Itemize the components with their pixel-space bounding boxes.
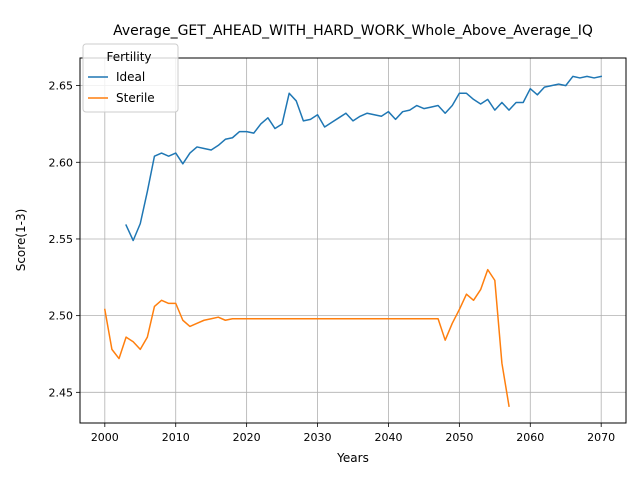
grid <box>80 58 626 423</box>
x-tick-label: 2000 <box>91 431 119 444</box>
legend-label-sterile: Sterile <box>116 91 155 105</box>
x-tick-label: 2010 <box>162 431 190 444</box>
y-tick-label: 2.45 <box>49 386 74 399</box>
chart-title: Average_GET_AHEAD_WITH_HARD_WORK_Whole_A… <box>113 23 593 39</box>
ticks: 2000 2010 2020 2030 2040 2050 2060 2070 2.45 2.50… <box>49 80 616 444</box>
plot-area <box>80 58 626 423</box>
x-tick-label: 2030 <box>304 431 332 444</box>
y-tick-label: 2.55 <box>49 233 74 246</box>
y-tick-label: 2.60 <box>49 156 74 169</box>
x-tick-label: 2070 <box>587 431 615 444</box>
legend: Fertility Ideal Sterile <box>82 43 179 113</box>
x-tick-label: 2060 <box>516 431 544 444</box>
plot-frame <box>79 57 627 424</box>
legend-box <box>82 43 179 113</box>
x-tick-label: 2040 <box>374 431 402 444</box>
series-line-sterile <box>103 268 510 407</box>
y-tick-label: 2.50 <box>49 310 74 323</box>
y-tick-label: 2.65 <box>49 80 74 93</box>
series-line-ideal <box>125 75 603 242</box>
x-tick-label: 2020 <box>233 431 261 444</box>
legend-title: Fertility <box>106 50 151 64</box>
y-axis-label: Score(1-3) <box>14 209 28 272</box>
x-axis-label: Years <box>336 451 369 465</box>
legend-label-ideal: Ideal <box>116 70 145 84</box>
series-layer <box>103 75 603 407</box>
x-tick-label: 2050 <box>445 431 473 444</box>
